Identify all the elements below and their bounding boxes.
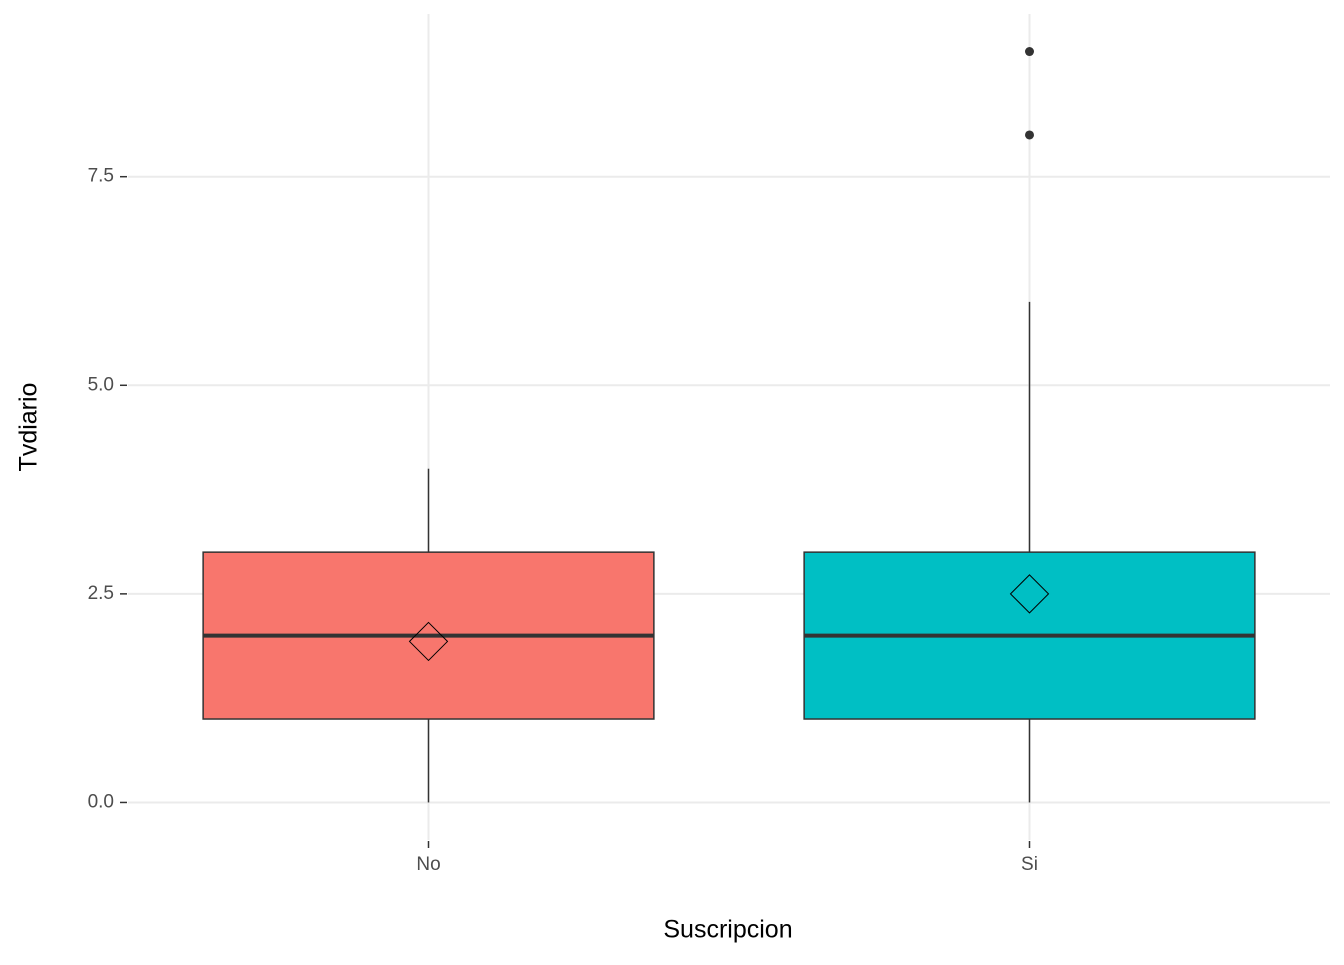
- y-tick-label: 5.0: [88, 374, 114, 395]
- outlier: [1025, 47, 1034, 57]
- mean-marker: [408, 621, 449, 662]
- mean-marker: [1009, 574, 1050, 614]
- x-tick-label: Si: [1021, 854, 1038, 875]
- x-axis-title: Suscripcion: [663, 916, 792, 944]
- x-tick-label: No: [416, 854, 440, 875]
- y-axis-title: Tvdiario: [15, 383, 43, 472]
- outlier: [1025, 130, 1034, 140]
- y-tick-label: 0.0: [88, 791, 114, 812]
- y-tick-label: 2.5: [88, 583, 114, 604]
- y-tick-label: 7.5: [88, 166, 114, 187]
